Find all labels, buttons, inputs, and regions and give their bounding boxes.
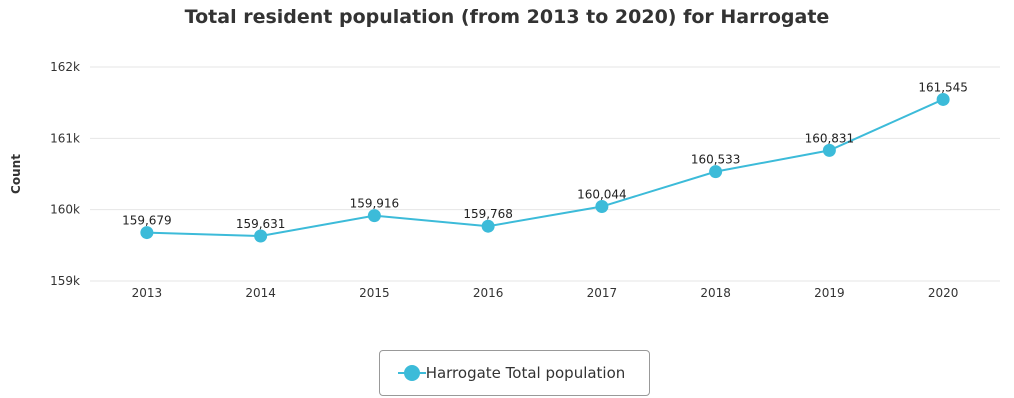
data-label: 161,545 bbox=[918, 80, 968, 94]
data-label: 159,916 bbox=[350, 197, 400, 211]
x-tick-label: 2013 bbox=[132, 286, 163, 300]
y-axis-ticks: 159k 160k 161k 162k bbox=[50, 60, 80, 288]
x-tick-label: 2020 bbox=[928, 286, 959, 300]
x-tick-label: 2015 bbox=[359, 286, 390, 300]
chart-title: Total resident population (from 2013 to … bbox=[184, 6, 830, 28]
y-tick-label: 161k bbox=[50, 131, 80, 145]
data-point[interactable] bbox=[709, 165, 723, 179]
data-label: 159,679 bbox=[122, 214, 172, 228]
data-label: 160,831 bbox=[805, 131, 855, 145]
legend-item-label: Harrogate Total population bbox=[425, 364, 626, 382]
grid-lines bbox=[90, 66, 1000, 282]
x-tick-label: 2017 bbox=[587, 286, 618, 300]
data-point[interactable] bbox=[936, 92, 950, 106]
y-tick-label: 162k bbox=[50, 60, 80, 74]
y-tick-label: 159k bbox=[50, 274, 80, 288]
y-axis-title: Count bbox=[9, 154, 23, 194]
x-tick-label: 2014 bbox=[245, 286, 276, 300]
data-point[interactable] bbox=[822, 143, 836, 157]
data-point[interactable] bbox=[367, 209, 381, 223]
data-label: 160,533 bbox=[691, 153, 741, 167]
series-line-harrogate[interactable] bbox=[146, 98, 944, 237]
x-axis-ticks: 2013 2014 2015 2016 2017 2018 2019 2020 bbox=[132, 286, 959, 300]
y-tick-label: 160k bbox=[50, 203, 80, 217]
data-label: 159,631 bbox=[236, 217, 286, 231]
x-tick-label: 2016 bbox=[473, 286, 504, 300]
legend[interactable]: Harrogate Total population bbox=[379, 350, 650, 396]
data-labels: 159,679 159,631 159,916 159,768 160,044 160,5… bbox=[122, 80, 968, 231]
x-tick-label: 2018 bbox=[700, 286, 731, 300]
data-point[interactable] bbox=[254, 229, 268, 243]
legend-marker-icon bbox=[397, 365, 426, 381]
x-tick-label: 2019 bbox=[814, 286, 845, 300]
data-point[interactable] bbox=[595, 200, 609, 214]
data-point[interactable] bbox=[481, 219, 495, 233]
data-label: 160,044 bbox=[577, 188, 627, 202]
data-label: 159,768 bbox=[463, 207, 513, 221]
data-points bbox=[140, 92, 950, 243]
data-point[interactable] bbox=[140, 226, 154, 240]
